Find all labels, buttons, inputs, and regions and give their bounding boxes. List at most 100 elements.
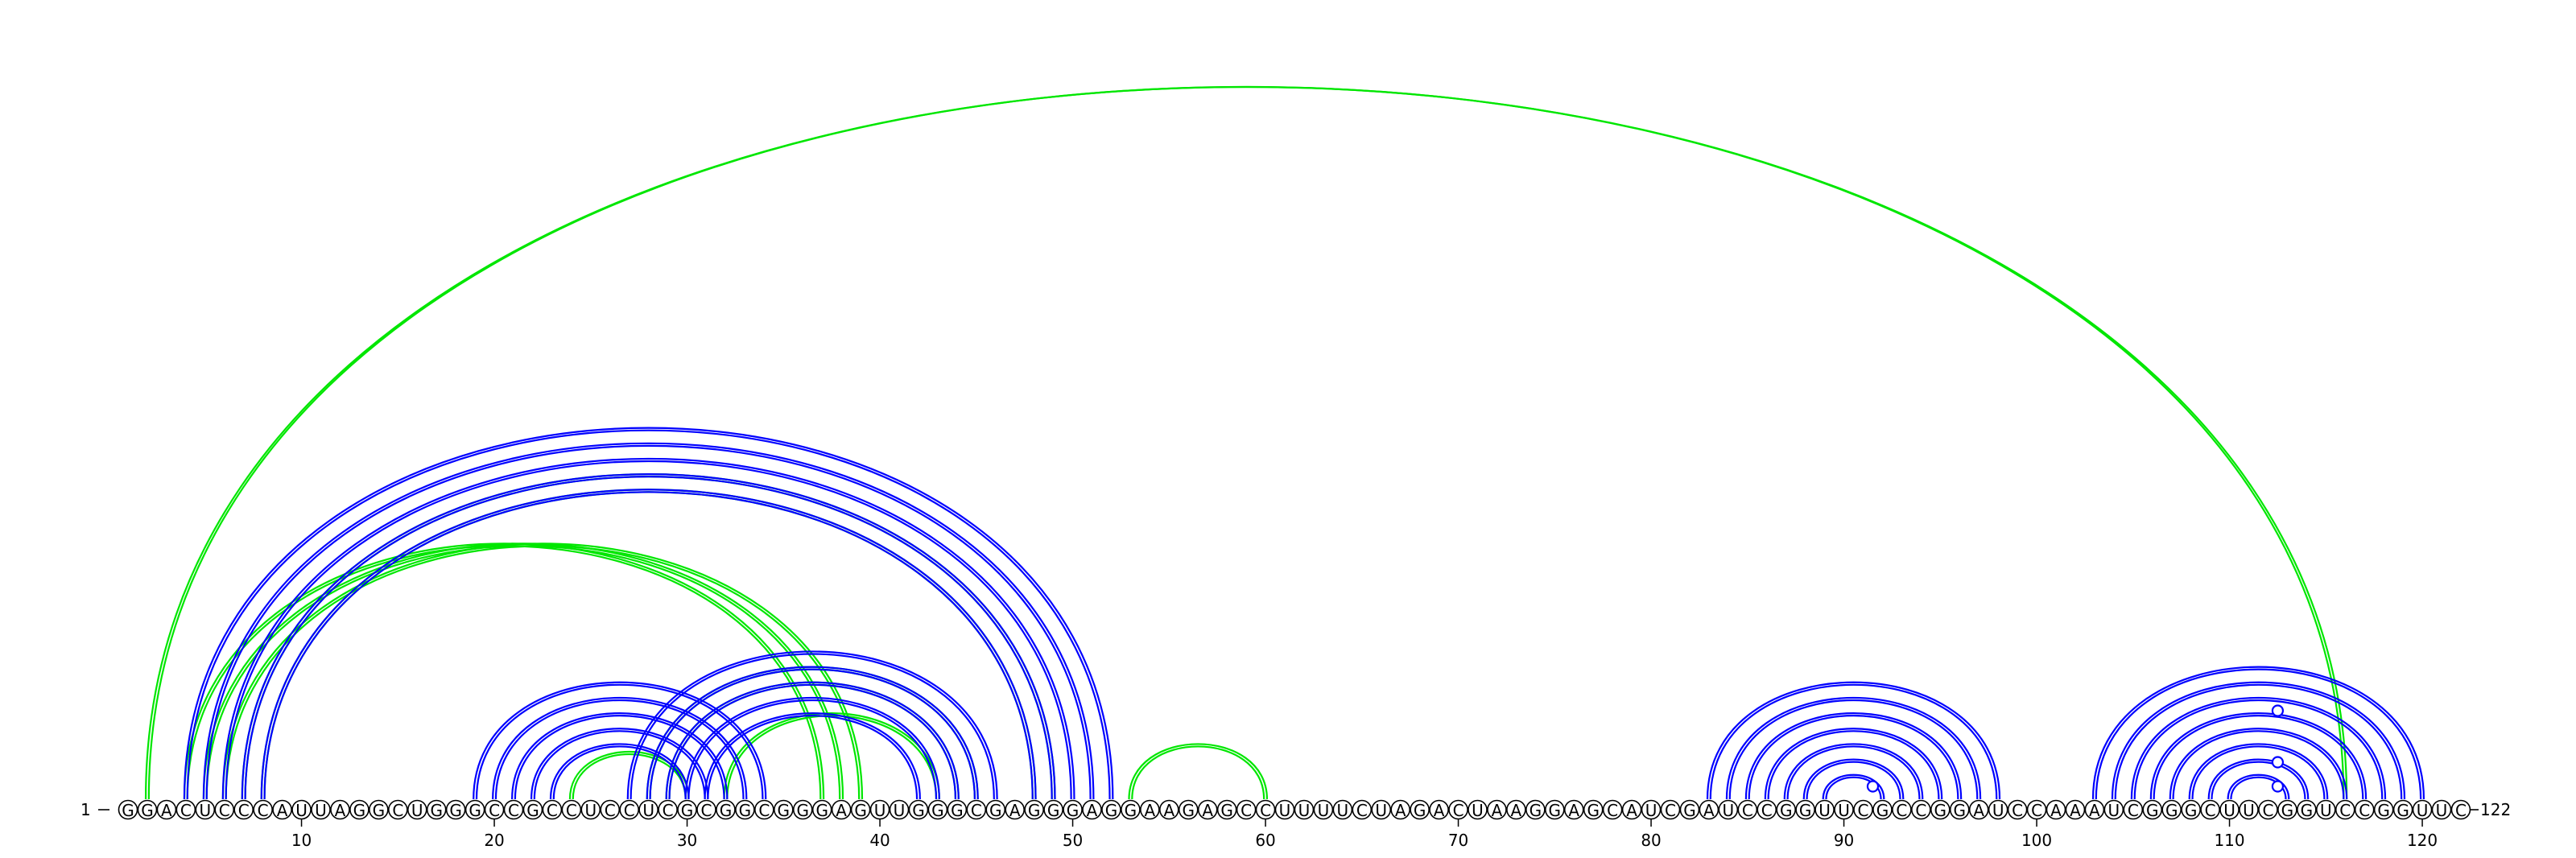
nucleotide-25: U xyxy=(584,801,597,820)
blue-arc-22-31-inner xyxy=(533,730,706,800)
nucleotide-79: A xyxy=(1626,801,1637,820)
end-label: 122 xyxy=(2480,800,2511,819)
nucleotide-circle-60 xyxy=(1255,799,1276,820)
nucleotide-circle-1 xyxy=(118,799,138,820)
nucleotide-40: U xyxy=(874,801,886,820)
nucleotide-116: C xyxy=(2339,801,2351,820)
nucleotide-circle-99 xyxy=(2007,799,2028,820)
nucleotide-119: G xyxy=(2396,801,2409,820)
tick-label-70: 70 xyxy=(1448,831,1468,850)
blue-arc-108-115-outer xyxy=(2188,743,2329,800)
nucleotide-circle-9 xyxy=(272,799,292,820)
nucleotide-circle-122 xyxy=(2450,799,2471,820)
nucleotide-circle-84 xyxy=(1718,799,1739,820)
tick-label-50: 50 xyxy=(1063,831,1083,850)
blue-arc-20-33-outer xyxy=(492,696,748,800)
blue-arc-30-43-inner xyxy=(687,699,938,800)
tick-label-30: 30 xyxy=(677,831,697,850)
blue-arc-88-93-outer xyxy=(1802,758,1905,800)
nucleotide-circle-87 xyxy=(1776,799,1796,820)
nucleotide-16: U xyxy=(411,801,423,820)
nucleotide-8: C xyxy=(258,801,269,820)
blue-arc-20-33-inner xyxy=(494,699,745,800)
nucleotide-circle-77 xyxy=(1583,799,1604,820)
blue-arc-19-34-outer xyxy=(473,681,767,800)
nucleotide-85: C xyxy=(1742,801,1753,820)
nucleotide-circle-79 xyxy=(1621,799,1642,820)
nucleotide-circle-26 xyxy=(600,799,621,820)
nucleotide-circle-109 xyxy=(2200,799,2220,820)
nucleotide-17: G xyxy=(430,801,443,820)
nucleotide-83: A xyxy=(1703,801,1715,820)
nucleotide-circle-105 xyxy=(2123,799,2144,820)
nucleotide-circle-74 xyxy=(1525,799,1546,820)
green-arc-8-48-outer xyxy=(260,489,1037,800)
nucleotide-circle-94 xyxy=(1911,799,1931,820)
nucleotide-circle-52 xyxy=(1101,799,1121,820)
nucleotide-circle-55 xyxy=(1159,799,1179,820)
nucleotide-3: A xyxy=(161,801,172,820)
nucleotide-101: A xyxy=(2050,801,2062,820)
nucleotide-circle-33 xyxy=(735,799,755,820)
blue-arc-105-118-inner xyxy=(2133,699,2384,800)
nucleotide-107: G xyxy=(2165,801,2178,820)
nucleotide-circle-117 xyxy=(2354,799,2375,820)
nucleotide-circle-113 xyxy=(2277,799,2297,820)
nucleotide-circle-11 xyxy=(311,799,331,820)
tick-label-90: 90 xyxy=(1834,831,1854,850)
nucleotide-circle-48 xyxy=(1024,799,1044,820)
nucleotide-circle-56 xyxy=(1178,799,1199,820)
nucleotide-6: C xyxy=(219,801,230,820)
nucleotide-100: C xyxy=(2031,801,2042,820)
blue-arc-103-120-inner xyxy=(2095,668,2422,800)
nucleotide-41: U xyxy=(894,801,906,820)
nucleotide-circle-35 xyxy=(773,799,794,820)
nucleotide-80: U xyxy=(1645,801,1657,820)
nucleotide-104: U xyxy=(2108,801,2120,820)
green-arc-32-43-outer xyxy=(723,712,940,800)
blue-arc-85-96-inner xyxy=(1748,715,1959,800)
nucleotide-4: C xyxy=(180,801,192,820)
nucleotide-circle-43 xyxy=(927,799,948,820)
nucleotide-14: G xyxy=(373,801,386,820)
nucleotide-circle-41 xyxy=(889,799,910,820)
nucleotide-21: C xyxy=(508,801,519,820)
nucleotide-circle-115 xyxy=(2316,799,2336,820)
nucleotide-32: G xyxy=(720,801,733,820)
nucleotide-circle-45 xyxy=(966,799,987,820)
nucleotide-circle-111 xyxy=(2239,799,2259,820)
nucleotide-71: U xyxy=(1472,801,1484,820)
blue-arc-21-32-inner xyxy=(514,715,725,800)
nucleotide-circle-54 xyxy=(1140,799,1160,820)
green-arc-2-116-inner xyxy=(147,85,2345,800)
nucleotide-43: G xyxy=(931,801,944,820)
nucleotide-circle-20 xyxy=(484,799,505,820)
blue-arc-104-119-inner xyxy=(2114,683,2403,800)
nucleotide-circle-102 xyxy=(2065,799,2086,820)
nucleotide-109: C xyxy=(2205,801,2216,820)
nucleotide-circle-119 xyxy=(2392,799,2413,820)
nucleotide-28: U xyxy=(642,801,654,820)
nucleotide-46: G xyxy=(989,801,1002,820)
blue-arc-29-44-outer xyxy=(665,681,960,800)
nucleotide-circle-103 xyxy=(2084,799,2105,820)
nucleotide-circle-92 xyxy=(1872,799,1893,820)
nucleotide-38: A xyxy=(836,801,847,820)
nucleotide-circle-40 xyxy=(869,799,890,820)
nucleotide-91: C xyxy=(1858,801,1869,820)
nucleotide-54: A xyxy=(1145,801,1156,820)
blue-arc-5-51-inner xyxy=(205,444,1092,800)
blue-arc-85-96-outer xyxy=(1744,712,1963,800)
nucleotide-circle-96 xyxy=(1949,799,1970,820)
nucleotide-circle-118 xyxy=(2373,799,2394,820)
nucleotide-circle-78 xyxy=(1602,799,1623,820)
blue-arc-27-46-outer xyxy=(626,650,998,800)
nucleotide-48: G xyxy=(1028,801,1041,820)
blue-arc-87-94-inner xyxy=(1786,745,1921,800)
blue-arc-109-114-inner xyxy=(2211,761,2306,800)
nucleotide-circle-15 xyxy=(387,799,408,820)
nucleotide-45: C xyxy=(971,801,982,820)
nucleotide-circle-47 xyxy=(1005,799,1025,820)
nucleotide-75: G xyxy=(1549,801,1562,820)
